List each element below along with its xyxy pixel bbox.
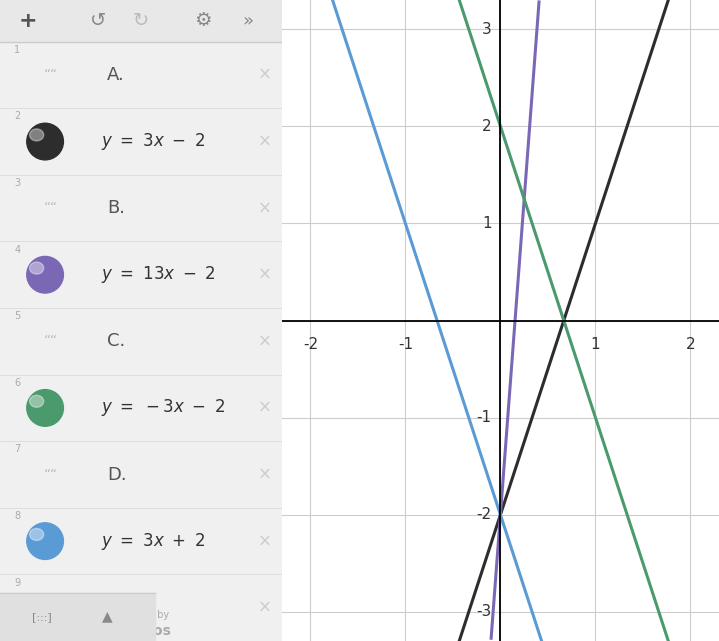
Text: ×: × (258, 266, 272, 284)
Text: 2: 2 (686, 337, 695, 351)
Text: -3: -3 (477, 604, 492, 619)
Text: ×: × (258, 399, 272, 417)
Text: 1: 1 (14, 45, 20, 55)
Text: desmos: desmos (111, 624, 171, 638)
Text: $y\ =\ 3x\ +\ 2$: $y\ =\ 3x\ +\ 2$ (101, 531, 206, 552)
Text: $y\ =\ 13x\ -\ 2$: $y\ =\ 13x\ -\ 2$ (101, 264, 216, 285)
Ellipse shape (27, 123, 63, 160)
Text: -2: -2 (303, 337, 318, 351)
Ellipse shape (29, 262, 44, 274)
Text: ““: ““ (44, 467, 58, 481)
Text: -1: -1 (477, 410, 492, 425)
Text: ×: × (258, 465, 272, 483)
Text: C.: C. (107, 332, 125, 351)
Ellipse shape (29, 528, 44, 540)
Text: ×: × (258, 199, 272, 217)
Text: ““: ““ (44, 201, 58, 215)
Text: 7: 7 (14, 444, 20, 454)
Text: 5: 5 (14, 312, 20, 321)
Text: 8: 8 (14, 511, 20, 521)
Text: ““: ““ (44, 68, 58, 82)
Ellipse shape (29, 395, 44, 407)
Text: 9: 9 (14, 578, 20, 588)
Ellipse shape (27, 256, 63, 293)
Ellipse shape (27, 390, 63, 426)
Text: »: » (242, 12, 254, 30)
Text: +: + (19, 11, 37, 31)
Text: $y\ =\ -3x\ -\ 2$: $y\ =\ -3x\ -\ 2$ (101, 397, 226, 419)
Text: 3: 3 (14, 178, 20, 188)
Ellipse shape (29, 129, 44, 141)
Text: 1: 1 (590, 337, 600, 351)
Text: $y\ =\ 3x\ -\ 2$: $y\ =\ 3x\ -\ 2$ (101, 131, 206, 152)
Ellipse shape (27, 523, 63, 560)
Text: ““: ““ (44, 335, 58, 348)
Text: 2: 2 (14, 112, 20, 121)
Text: [:::]: [:::] (32, 612, 52, 622)
Text: 4: 4 (14, 245, 20, 254)
Text: 6: 6 (14, 378, 20, 388)
Text: 3: 3 (482, 22, 492, 37)
Text: ↻: ↻ (133, 12, 149, 30)
Text: A.: A. (107, 66, 125, 84)
Text: powered by: powered by (112, 610, 170, 620)
Text: 2: 2 (482, 119, 492, 134)
Text: B.: B. (107, 199, 125, 217)
Text: -2: -2 (477, 507, 492, 522)
Text: ×: × (258, 332, 272, 351)
Text: ↺: ↺ (91, 12, 107, 30)
Text: 1: 1 (482, 216, 492, 231)
Text: D.: D. (107, 465, 127, 483)
Text: ×: × (258, 532, 272, 550)
Text: ▲: ▲ (102, 610, 112, 624)
Text: ⚙: ⚙ (194, 12, 211, 30)
Text: -1: -1 (398, 337, 413, 351)
Text: ×: × (258, 599, 272, 617)
Text: ×: × (258, 133, 272, 151)
Text: ×: × (258, 66, 272, 84)
